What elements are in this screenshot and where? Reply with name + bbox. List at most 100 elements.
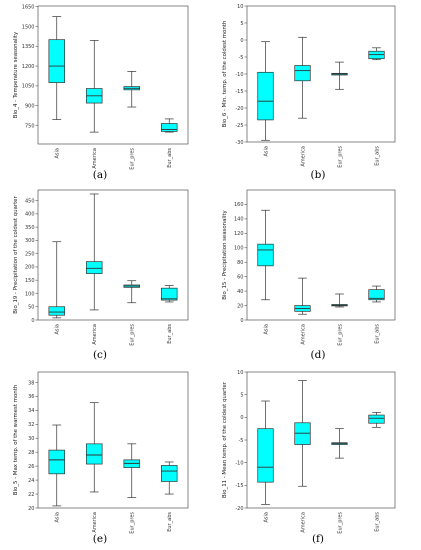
y-tick-label: 100 (234, 246, 244, 252)
y-tick-label: 40 (237, 289, 243, 295)
box-eur-abs (161, 285, 178, 303)
y-tick-label: 160 (234, 202, 244, 208)
box-iqr (161, 465, 178, 482)
y-tick-label: 300 (25, 238, 35, 244)
y-tick-label: 1650 (22, 4, 35, 10)
x-category-label: America (92, 148, 98, 169)
box-asia (48, 424, 65, 507)
box-eur-abs (161, 118, 178, 133)
y-axis-label: Bio_15 - Precipitation seasonality (222, 210, 228, 300)
box-eur-pres (331, 428, 348, 459)
y-tick-label: -30 (235, 140, 243, 146)
y-tick-label: -20 (235, 506, 243, 512)
y-tick-label: 450 (25, 198, 35, 204)
y-tick-label: 10 (237, 370, 243, 376)
y-tick-label: 1500 (22, 24, 35, 30)
box-iqr (86, 261, 103, 274)
x-category-label: America (300, 324, 306, 345)
x-category-label: Asia (263, 324, 269, 334)
y-tick-label: 750 (25, 123, 35, 129)
box-america (86, 402, 103, 493)
y-tick-label: -10 (235, 72, 243, 78)
y-tick-label: 1350 (22, 44, 35, 50)
panel-label: (e) (93, 533, 107, 545)
y-tick-label: 28 (28, 450, 34, 456)
plot-frame (246, 189, 396, 321)
box-eur-abs (368, 411, 385, 428)
box-eur-pres (331, 293, 348, 308)
x-category-label: Eur_pres (130, 324, 136, 346)
y-tick-label: 5 (240, 392, 243, 398)
y-tick-label: 100 (25, 291, 35, 297)
box-iqr (48, 39, 65, 83)
box-eur-pres (331, 61, 348, 90)
y-tick-label: 350 (25, 225, 35, 231)
y-tick-label: -20 (235, 106, 243, 112)
x-category-label: Eur_abs (374, 512, 380, 532)
box-eur-abs (368, 47, 385, 61)
box-america (294, 277, 311, 315)
y-axis-label: Bio_4 - Temperature seasonality (13, 31, 19, 118)
box-asia (257, 400, 274, 505)
panel-4: 0 20 40 60 80 100 120 140 160 Bio_15 - Precipitat… (222, 189, 396, 361)
x-category-label: Asia (55, 512, 61, 522)
y-tick-label: 22 (28, 492, 34, 498)
y-tick-label: 5 (240, 21, 243, 27)
y-tick-label: 200 (25, 265, 35, 271)
y-tick-label: -10 (235, 460, 243, 466)
y-tick-label: 1050 (22, 84, 35, 90)
y-tick-label: 36 (28, 394, 34, 400)
x-category-label: Eur_abs (167, 512, 173, 532)
x-category-label: Eur_abs (374, 324, 380, 344)
y-tick-label: 0 (240, 318, 243, 324)
y-tick-label: 32 (28, 422, 34, 428)
x-category-label: Eur_abs (167, 148, 173, 168)
y-tick-label: 38 (28, 380, 34, 386)
y-tick-label: 20 (28, 506, 34, 512)
x-category-label: America (92, 512, 98, 533)
box-iqr (257, 243, 274, 267)
y-tick-label: -5 (239, 438, 244, 444)
y-tick-label: -15 (235, 89, 243, 95)
x-category-label: Eur_pres (337, 324, 343, 346)
box-asia (257, 209, 274, 301)
y-tick-label: 0 (240, 415, 243, 421)
panel-3: 0 50 100 150 200 250 300 350 400 450 Bio_19 - Prec… (13, 189, 189, 361)
panel-label: (a) (93, 169, 107, 181)
box-asia (48, 16, 65, 120)
x-category-label: Eur_abs (374, 146, 380, 166)
panel-2: -30 -25 -20 -15 -10 -5 0 5 10 Bio_6 - Min. temp. … (222, 4, 396, 181)
box-iqr (257, 428, 274, 483)
box-america (86, 193, 103, 311)
plot-frame (37, 371, 189, 509)
x-category-label: Asia (263, 146, 269, 156)
box-iqr (294, 422, 311, 445)
y-tick-label: 60 (237, 274, 243, 280)
panel-label: (d) (311, 349, 326, 361)
y-tick-label: 150 (25, 278, 35, 284)
box-iqr (161, 287, 178, 301)
panel-label: (b) (311, 169, 326, 181)
y-tick-label: 400 (25, 212, 35, 218)
box-eur-pres (123, 280, 140, 304)
box-iqr (257, 71, 274, 121)
panel-1: 750 900 1050 1200 1350 1500 1650 Bio_4 - Temper… (13, 4, 189, 181)
panel-5: 20 22 24 26 28 30 32 34 36 38 Bio_5 - Max temp. of… (13, 371, 189, 545)
x-category-label: Eur_pres (337, 146, 343, 168)
box-america (86, 39, 103, 133)
box-eur-pres (123, 443, 140, 498)
y-tick-label: 250 (25, 251, 35, 257)
x-category-label: America (92, 324, 98, 345)
x-category-label: Eur_pres (130, 148, 136, 170)
box-asia (48, 241, 65, 319)
y-tick-label: 10 (237, 4, 243, 10)
y-tick-label: 34 (28, 408, 34, 414)
box-asia (257, 41, 274, 141)
box-iqr (86, 443, 103, 465)
box-iqr (368, 414, 385, 424)
x-category-label: America (300, 146, 306, 167)
y-tick-label: 30 (28, 436, 34, 442)
y-tick-label: 140 (234, 217, 244, 223)
y-tick-label: 24 (28, 478, 34, 484)
y-axis-label: Bio_6 - Min. temp. of the coldest month (222, 21, 228, 128)
